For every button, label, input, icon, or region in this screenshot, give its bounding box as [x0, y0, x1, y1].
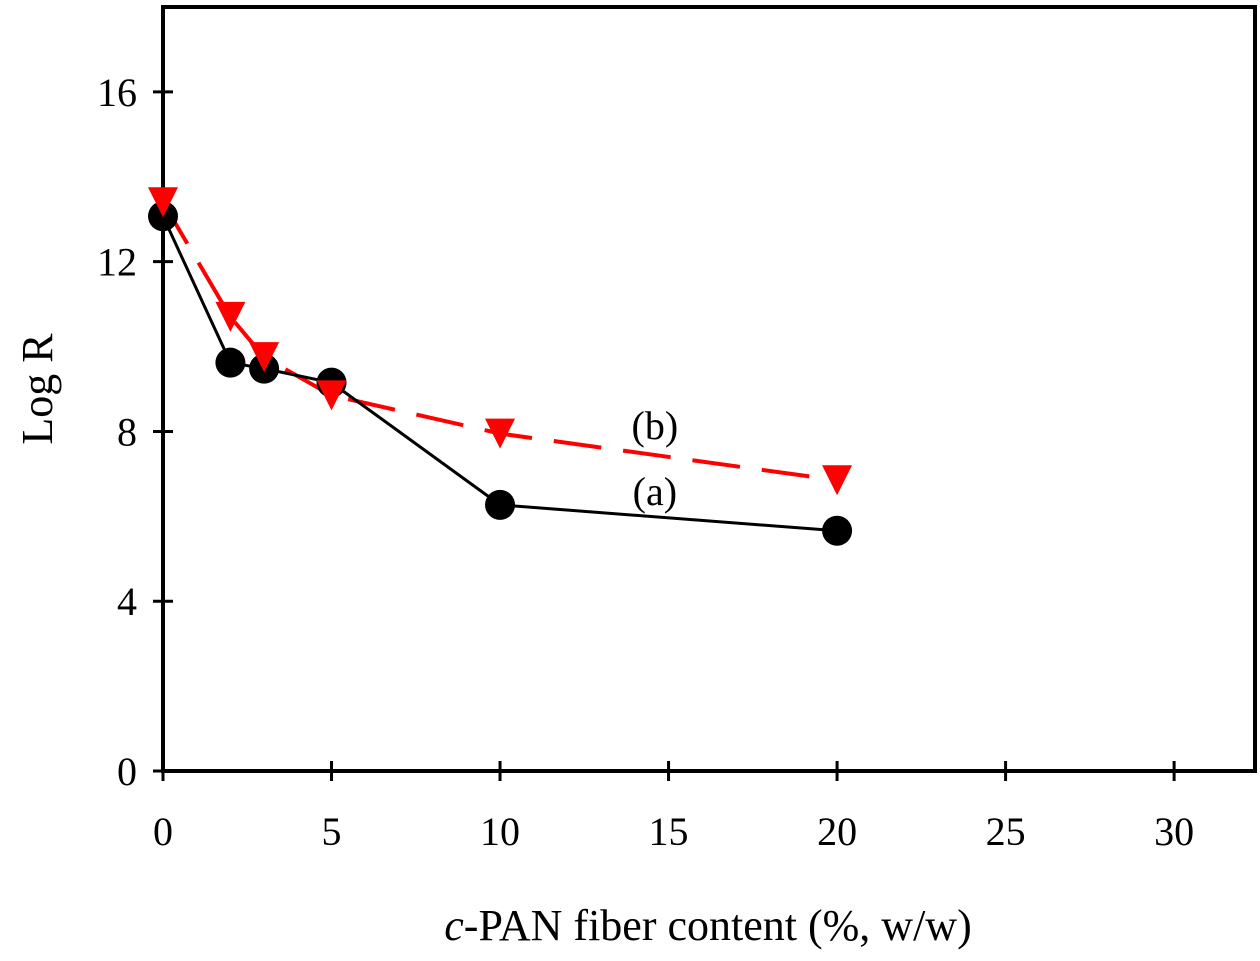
annotations: (b) (a)	[632, 403, 679, 514]
y-tick-label: 16	[97, 70, 137, 115]
data-point-a	[215, 347, 246, 378]
data-point-b	[316, 380, 347, 411]
x-axis-title-italic: c	[444, 901, 464, 950]
plot-border	[161, 5, 1257, 773]
data-point-a	[485, 489, 516, 520]
y-tick-label: 0	[117, 749, 137, 794]
series-layer	[148, 187, 853, 546]
x-axis-ticks: 0 5 10 15 20 25 30	[153, 761, 1194, 854]
x-tick-label: 10	[480, 809, 520, 854]
data-point-b	[215, 301, 246, 332]
x-tick-label: 20	[817, 809, 857, 854]
series-line-a	[161, 215, 838, 533]
data-point-a	[822, 515, 853, 546]
series-annotation: (a)	[633, 469, 677, 514]
x-tick-label: 15	[649, 809, 689, 854]
y-axis-title: Log R	[13, 333, 62, 445]
data-point-b	[485, 418, 516, 449]
y-tick-label: 8	[117, 409, 137, 454]
x-tick-label: 30	[1154, 809, 1194, 854]
x-tick-label: 5	[322, 809, 342, 854]
plot-frame	[161, 5, 1257, 773]
data-point-b	[249, 342, 280, 373]
x-axis-title-rest: -PAN fiber content (%, w/w)	[464, 901, 972, 950]
y-tick-label: 12	[97, 240, 137, 285]
data-point-b	[822, 465, 853, 496]
x-axis-title: c-PAN fiber content (%, w/w)	[444, 901, 971, 950]
y-axis-ticks: 0 4 8 12 16	[97, 70, 173, 794]
y-tick-label: 4	[117, 579, 137, 624]
x-tick-label: 0	[153, 809, 173, 854]
data-point-b	[148, 187, 178, 218]
series-annotation: (b)	[632, 403, 679, 448]
x-tick-label: 25	[986, 809, 1026, 854]
